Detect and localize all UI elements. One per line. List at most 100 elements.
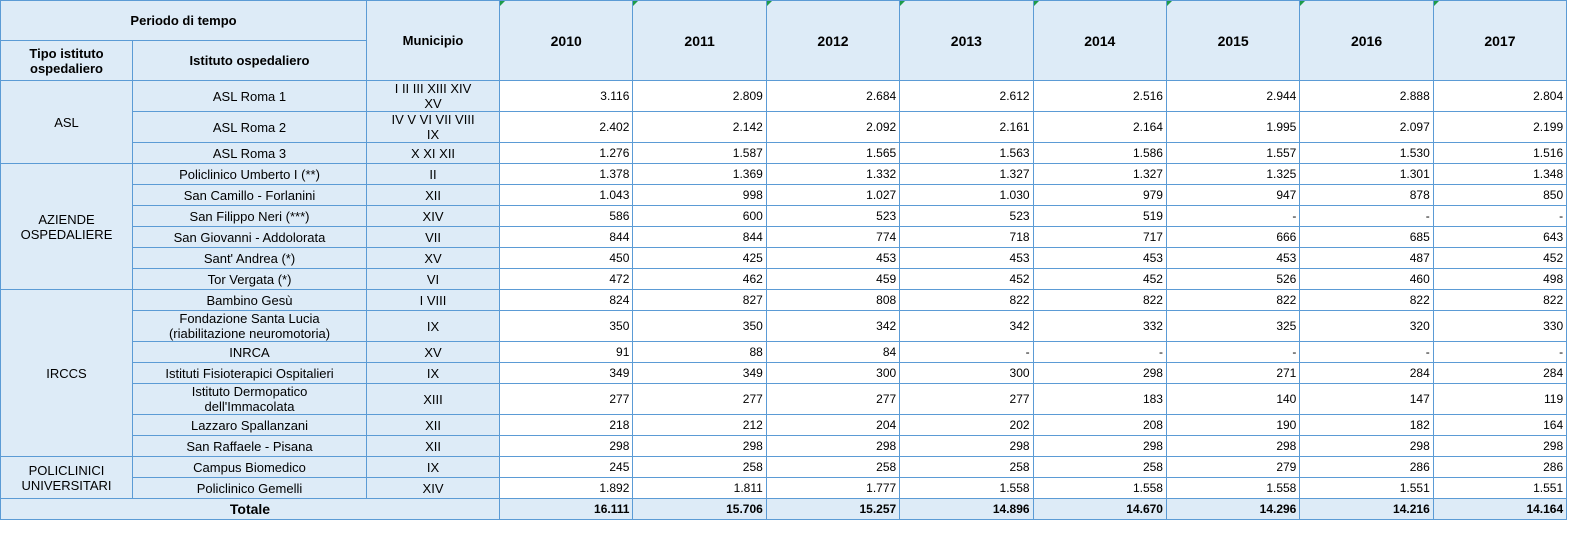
value-cell: 808 bbox=[765, 289, 901, 311]
municipio-cell: IX bbox=[366, 456, 501, 478]
value-cell: 523 bbox=[765, 205, 901, 227]
istituto-cell: Bambino Gesù bbox=[131, 289, 368, 311]
value-cell: 202 bbox=[899, 414, 1034, 436]
municipio-cell: VII bbox=[366, 226, 501, 248]
value-cell: 1.586 bbox=[1032, 142, 1167, 164]
value-cell: 286 bbox=[1299, 456, 1434, 478]
value-cell: 350 bbox=[632, 310, 767, 342]
municipio-cell: VI bbox=[366, 268, 501, 290]
municipio-cell: XV bbox=[366, 341, 501, 363]
value-cell: 1.995 bbox=[1165, 111, 1301, 143]
value-cell: 498 bbox=[1432, 268, 1568, 290]
value-cell: 342 bbox=[899, 310, 1034, 342]
municipio-cell: IV V VI VII VIII IX bbox=[366, 111, 501, 143]
total-value: 14.670 bbox=[1032, 498, 1167, 520]
tipo-cell: IRCCS bbox=[0, 289, 133, 457]
value-cell: 298 bbox=[899, 435, 1034, 457]
value-cell: 822 bbox=[1032, 289, 1167, 311]
value-cell: 258 bbox=[1032, 456, 1167, 478]
istituto-cell: Istituto Dermopatico dell'Immacolata bbox=[131, 383, 368, 415]
value-cell: - bbox=[1432, 205, 1568, 227]
istituto-cell: San Raffaele - Pisana bbox=[131, 435, 368, 457]
value-cell: 298 bbox=[1032, 362, 1167, 384]
value-cell: 1.325 bbox=[1165, 163, 1301, 185]
municipio-cell: XII bbox=[366, 184, 501, 206]
value-cell: 523 bbox=[899, 205, 1034, 227]
value-cell: 827 bbox=[632, 289, 767, 311]
value-cell: 332 bbox=[1032, 310, 1167, 342]
value-cell: 320 bbox=[1299, 310, 1434, 342]
municipio-cell: XII bbox=[366, 435, 501, 457]
value-cell: 88 bbox=[632, 341, 767, 363]
value-cell: - bbox=[1432, 341, 1568, 363]
value-cell: - bbox=[1165, 341, 1301, 363]
value-cell: 2.516 bbox=[1032, 80, 1167, 112]
value-cell: 666 bbox=[1165, 226, 1301, 248]
value-cell: - bbox=[1299, 341, 1434, 363]
istituto-cell: Fondazione Santa Lucia (riabilitazione n… bbox=[131, 310, 368, 342]
value-cell: 643 bbox=[1432, 226, 1568, 248]
value-cell: 284 bbox=[1432, 362, 1568, 384]
data-row: Istituto Dermopatico dell'Immacolata XIII… bbox=[1, 383, 1568, 415]
istituto-cell: Istituti Fisioterapici Ospitalieri bbox=[131, 362, 368, 384]
value-cell: 850 bbox=[1432, 184, 1568, 206]
value-cell: 460 bbox=[1299, 268, 1434, 290]
value-cell: 878 bbox=[1299, 184, 1434, 206]
tipo-cell: POLICLINICI UNIVERSITARI bbox=[0, 456, 133, 499]
municipio-cell: XIII bbox=[366, 383, 501, 415]
value-cell: 453 bbox=[1165, 247, 1301, 269]
value-cell: 1.332 bbox=[765, 163, 901, 185]
municipio-cell: XV bbox=[366, 247, 501, 269]
value-cell: 204 bbox=[765, 414, 901, 436]
year-header: 2012 bbox=[765, 0, 901, 81]
year-header: 2013 bbox=[899, 0, 1034, 81]
value-cell: 218 bbox=[499, 414, 634, 436]
value-cell: 300 bbox=[899, 362, 1034, 384]
value-cell: 286 bbox=[1432, 456, 1568, 478]
total-value: 15.257 bbox=[765, 498, 901, 520]
data-row: ASL Roma 2 IV V VI VII VIII IX 2.402 2.142 2… bbox=[1, 111, 1568, 143]
tipo-cell: ASL bbox=[0, 80, 133, 164]
value-cell: 1.043 bbox=[499, 184, 634, 206]
value-cell: 190 bbox=[1165, 414, 1301, 436]
municipio-cell: IX bbox=[366, 310, 501, 342]
value-cell: 2.199 bbox=[1432, 111, 1568, 143]
istituto-cell: San Giovanni - Addolorata bbox=[131, 226, 368, 248]
value-cell: 182 bbox=[1299, 414, 1434, 436]
value-cell: 1.276 bbox=[499, 142, 634, 164]
year-header: 2010 bbox=[499, 0, 634, 81]
value-cell: 774 bbox=[765, 226, 901, 248]
total-value: 15.706 bbox=[632, 498, 767, 520]
value-cell: 947 bbox=[1165, 184, 1301, 206]
istituto-cell: Tor Vergata (*) bbox=[131, 268, 368, 290]
value-cell: 277 bbox=[899, 383, 1034, 415]
value-cell: 2.684 bbox=[765, 80, 901, 112]
value-cell: 1.301 bbox=[1299, 163, 1434, 185]
value-cell: 119 bbox=[1432, 383, 1568, 415]
municipio-cell: XIV bbox=[366, 477, 501, 499]
value-cell: 717 bbox=[1032, 226, 1167, 248]
value-cell: 258 bbox=[899, 456, 1034, 478]
value-cell: 718 bbox=[899, 226, 1034, 248]
year-header: 2015 bbox=[1165, 0, 1301, 81]
data-row: Istituti Fisioterapici Ospitalieri IX 349 3… bbox=[1, 362, 1568, 384]
value-cell: 1.530 bbox=[1299, 142, 1434, 164]
value-cell: 487 bbox=[1299, 247, 1434, 269]
value-cell: 1.587 bbox=[632, 142, 767, 164]
value-cell: 2.097 bbox=[1299, 111, 1434, 143]
data-row: Fondazione Santa Lucia (riabilitazione n… bbox=[1, 310, 1568, 342]
istituto-cell: INRCA bbox=[131, 341, 368, 363]
value-cell: 258 bbox=[632, 456, 767, 478]
value-cell: 1.516 bbox=[1432, 142, 1568, 164]
value-cell: 298 bbox=[1032, 435, 1167, 457]
value-cell: 1.327 bbox=[1032, 163, 1167, 185]
value-cell: 147 bbox=[1299, 383, 1434, 415]
istituto-cell: Policlinico Gemelli bbox=[131, 477, 368, 499]
value-cell: 453 bbox=[1032, 247, 1167, 269]
value-cell: 526 bbox=[1165, 268, 1301, 290]
value-cell: 140 bbox=[1165, 383, 1301, 415]
istituto-cell: Sant' Andrea (*) bbox=[131, 247, 368, 269]
value-cell: 91 bbox=[499, 341, 634, 363]
istituto-cell: San Filippo Neri (***) bbox=[131, 205, 368, 227]
value-cell: 2.402 bbox=[499, 111, 634, 143]
